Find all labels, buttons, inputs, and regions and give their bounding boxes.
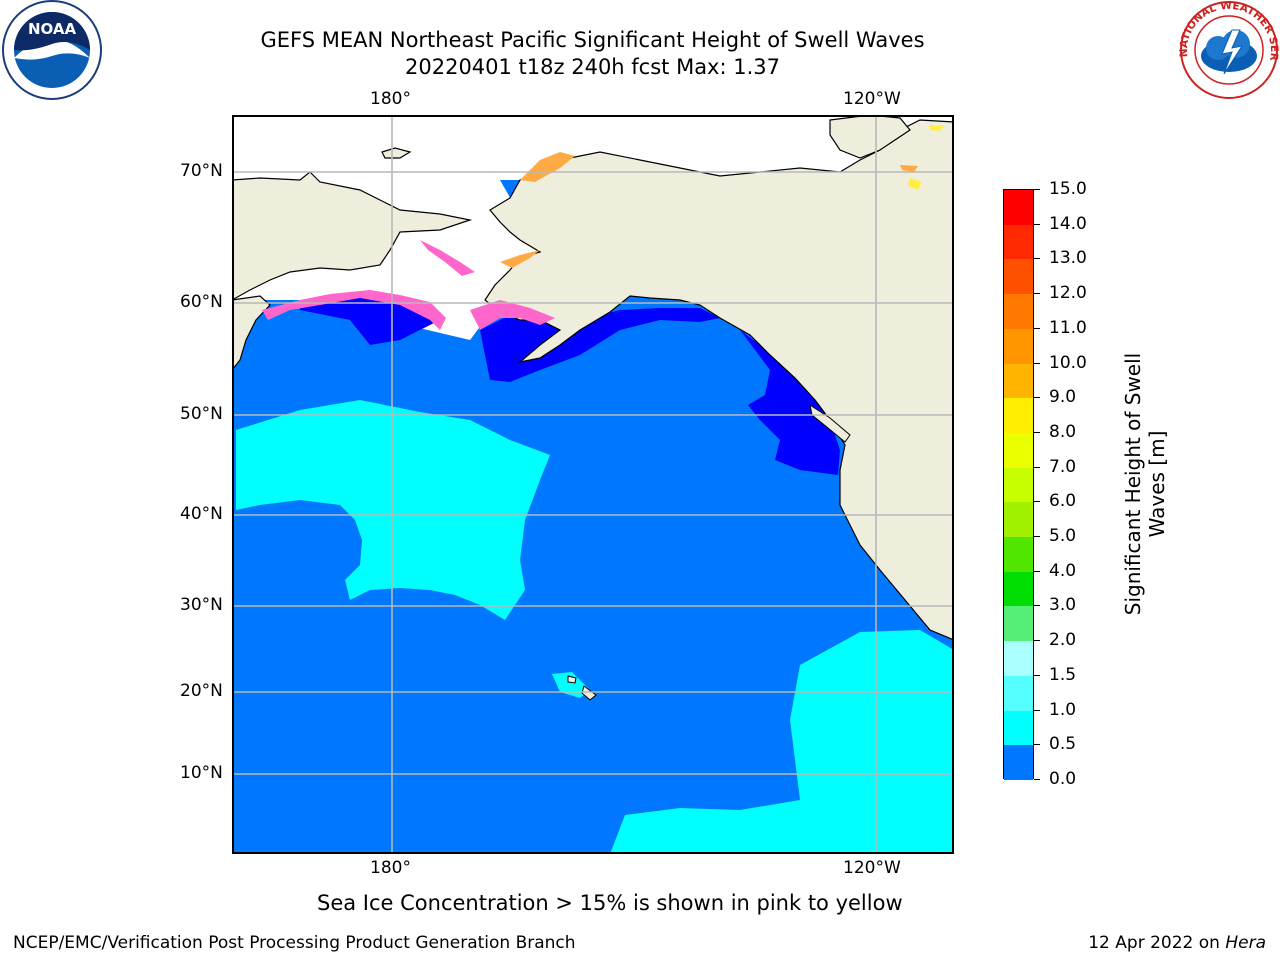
colorbar-tick-label: 2.0 (1049, 630, 1077, 651)
noaa-logo-text: NOAA (28, 20, 77, 38)
colorbar-tick-mark (1034, 779, 1040, 780)
land-wrangel-island (381, 147, 412, 159)
colorbar-tick-label: 1.5 (1049, 664, 1077, 685)
lat-label-30n: 30°N (180, 595, 223, 615)
lon-label-bottom-120w: 120°W (843, 858, 901, 878)
colorbar-tick-label: 12.0 (1049, 283, 1087, 304)
swell-cyan-central (236, 400, 550, 620)
colorbar-tick-mark (1034, 258, 1040, 260)
colorbar-segment (1004, 537, 1033, 573)
colorbar-ticks: 15.0 14.0 13.0 12.0 11.0 10.0 9.0 8.0 7.0 6.0 5.0 4… (1034, 179, 1114, 789)
colorbar-segment (1004, 710, 1033, 746)
colorbar-tick-label: 0.5 (1049, 734, 1077, 755)
lat-label-50n: 50°N (180, 404, 223, 424)
colorbar-segment (1004, 432, 1033, 469)
colorbar-segment (1004, 606, 1033, 642)
colorbar-tick-label: 10.0 (1049, 352, 1087, 373)
swell-height-map (232, 115, 954, 854)
lon-label-top-180: 180° (370, 89, 411, 109)
colorbar-segment (1004, 675, 1033, 712)
land-north-america (484, 119, 954, 641)
map-gridlines (232, 115, 954, 854)
footer-credit: NCEP/EMC/Verification Post Processing Pr… (13, 933, 576, 953)
lat-label-60n: 60°N (180, 292, 223, 312)
colorbar-tick-label: 5.0 (1049, 526, 1077, 547)
chart-subtitle: 20220401 t18z 240h fcst Max: 1.37 (405, 55, 780, 79)
nws-logo: NATIONAL WEATHER SERVICE (1178, 0, 1280, 99)
colorbar-segment (1004, 745, 1033, 781)
colorbar-tick-label: 9.0 (1049, 387, 1077, 408)
colorbar-tick-label: 15.0 (1049, 179, 1087, 199)
lon-label-bottom-180: 180° (370, 858, 411, 878)
lat-label-10n: 10°N (180, 763, 223, 783)
colorbar-segment (1004, 294, 1033, 330)
colorbar-segment (1004, 502, 1033, 538)
lat-label-40n: 40°N (180, 504, 223, 524)
colorbar-tick-label: 11.0 (1049, 317, 1087, 338)
swell-cyan-east (610, 630, 954, 854)
colorbar-tick-mark (1034, 709, 1040, 711)
footer-host: Hera (1225, 933, 1266, 953)
colorbar-tick-mark (1034, 744, 1040, 746)
sea-ice-overlay (262, 125, 944, 330)
lat-label-70n: 70°N (180, 161, 223, 181)
colorbar-tick-mark (1034, 431, 1040, 433)
colorbar-tick-mark (1034, 570, 1040, 572)
colorbar-tick-mark (1034, 397, 1040, 399)
colorbar-segment (1004, 571, 1033, 607)
colorbar-tick-mark (1034, 466, 1040, 468)
colorbar-tick-mark (1034, 223, 1040, 225)
noaa-logo: NOAA (2, 0, 102, 100)
lat-label-20n: 20°N (180, 681, 223, 701)
colorbar-segment (1004, 641, 1033, 677)
colorbar-tick-label: 13.0 (1049, 248, 1087, 269)
colorbar-tick-mark (1034, 536, 1040, 538)
colorbar-segment (1004, 259, 1033, 295)
colorbar-segment (1004, 363, 1033, 399)
colorbar-tick-label: 1.0 (1049, 699, 1077, 720)
colorbar (1003, 189, 1034, 781)
colorbar-tick-label: 14.0 (1049, 213, 1087, 234)
colorbar-segment (1004, 467, 1033, 503)
colorbar-tick-mark (1034, 362, 1040, 364)
lon-label-top-120w: 120°W (843, 89, 901, 109)
colorbar-tick-mark (1034, 640, 1040, 642)
colorbar-tick-label: 6.0 (1049, 491, 1077, 512)
colorbar-segment (1004, 190, 1033, 226)
colorbar-title-wrap: Significant Height of Swell Waves [m] (980, 353, 1280, 615)
colorbar-tick-mark (1034, 293, 1040, 295)
colorbar-segment (1004, 224, 1033, 260)
colorbar-tick-mark (1034, 501, 1040, 503)
colorbar-tick-mark (1034, 327, 1040, 329)
colorbar-title: Significant Height of Swell Waves [m] (1121, 352, 1169, 616)
colorbar-tick-mark (1034, 674, 1040, 676)
colorbar-tick-label: 3.0 (1049, 595, 1077, 616)
colorbar-segment (1004, 398, 1033, 434)
chart-title: GEFS MEAN Northeast Pacific Significant … (260, 28, 925, 52)
map-frame (232, 115, 954, 854)
sea-ice-note: Sea Ice Concentration > 15% is shown in … (317, 891, 903, 915)
colorbar-tick-label: 8.0 (1049, 421, 1077, 442)
colorbar-tick-label: 4.0 (1049, 560, 1077, 581)
arctic-no-data (232, 115, 954, 180)
swell-blue-pnw (740, 330, 840, 475)
colorbar-tick-label: 7.0 (1049, 456, 1077, 477)
colorbar-tick-mark (1034, 605, 1040, 607)
colorbar-tick-mark (1034, 189, 1040, 190)
land-siberia (232, 171, 473, 301)
footer-date-text: 12 Apr 2022 on (1088, 933, 1226, 953)
colorbar-segment (1004, 328, 1033, 365)
swell-blue-gulf (480, 308, 720, 382)
footer-date: 12 Apr 2022 on Hera (1088, 933, 1266, 953)
colorbar-tick-label: 0.0 (1049, 769, 1077, 789)
